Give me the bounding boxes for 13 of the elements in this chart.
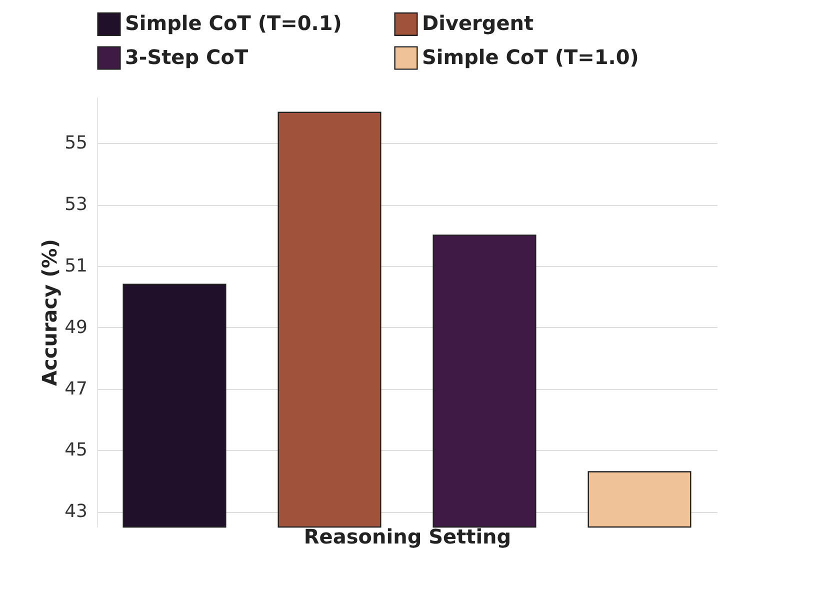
- legend-label: Simple CoT (T=0.1): [125, 11, 342, 36]
- y-tick-label: 45: [64, 440, 88, 461]
- legend-label: Divergent: [422, 11, 534, 36]
- legend-label: Simple CoT (T=1.0): [422, 45, 639, 69]
- y-tick-label: 43: [64, 501, 88, 522]
- legend-label: 3-Step CoT: [125, 45, 248, 69]
- x-axis-title: Reasoning Setting: [304, 524, 512, 548]
- y-tick-label: 47: [64, 378, 88, 400]
- y-tick-label: 49: [64, 316, 88, 338]
- y-tick-label: 55: [64, 132, 88, 154]
- y-axis-title: Accuracy (%): [38, 239, 62, 386]
- y-tick-label: 53: [64, 194, 88, 215]
- y-tick-label: 51: [64, 255, 88, 276]
